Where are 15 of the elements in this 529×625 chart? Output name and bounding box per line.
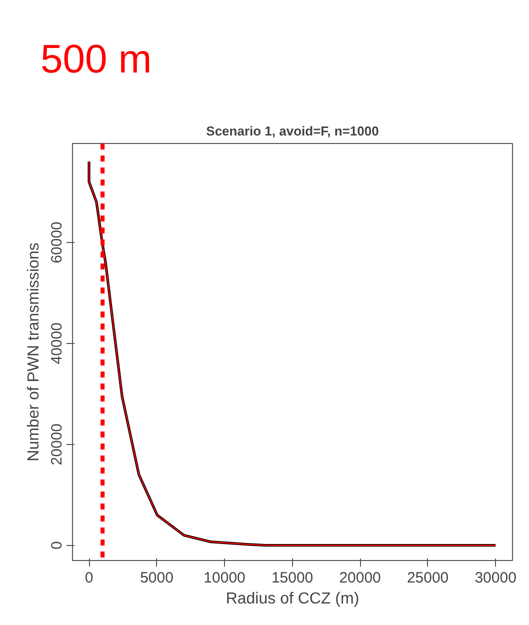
x-tick-label: 20000	[339, 570, 381, 586]
y-tick-label: 40000	[48, 322, 66, 364]
chart-title: Scenario 1, avoid=F, n=1000	[206, 124, 379, 138]
x-tick-label: 25000	[406, 570, 449, 586]
ref-line-label: 500 m	[40, 38, 152, 82]
y-tick-label: 0	[48, 541, 66, 550]
x-tick-label: 15000	[271, 570, 314, 586]
y-axis-title: Number of PWN transmissions	[26, 242, 42, 462]
x-axis-title: Radius of CCZ (m)	[226, 590, 360, 608]
y-tick-label: 60000	[48, 222, 66, 264]
x-tick-label: 10000	[204, 570, 246, 586]
y-tick-label: 20000	[48, 424, 66, 466]
x-tick-label: 5000	[140, 570, 174, 586]
x-tick-label: 0	[84, 570, 94, 586]
x-tick-label: 30000	[474, 570, 516, 586]
